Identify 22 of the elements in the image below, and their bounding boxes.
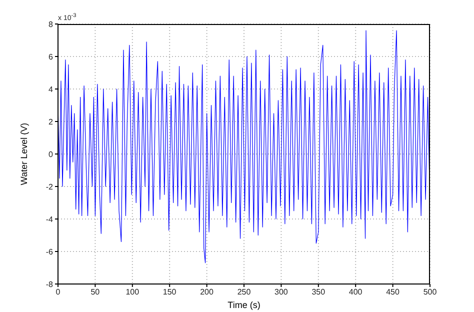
x-tick-label: 200	[200, 288, 214, 297]
y-tick-label: 4	[48, 84, 54, 94]
x-tick-label: 50	[90, 288, 100, 297]
y-tick-label: -8	[46, 280, 54, 289]
y-tick-label: 2	[48, 117, 54, 126]
x-tick-label: 250	[237, 288, 252, 297]
y-tick-label: 0	[48, 150, 54, 159]
x-tick-label: 450	[386, 288, 400, 297]
x-tick-label: 500	[423, 288, 438, 297]
x-tick-label: 0	[56, 288, 61, 297]
y-tick-label: 6	[48, 52, 54, 62]
y-tick-label: -4	[46, 214, 54, 224]
y-axis-title: Water Level (V)	[19, 122, 30, 186]
y-tick-label: -6	[46, 247, 54, 256]
y-tick-label: -2	[46, 182, 54, 192]
x-axis-title: Time (s)	[228, 300, 260, 310]
y-tick-label: 8	[48, 20, 54, 29]
x-tick-label: 150	[162, 288, 177, 297]
x-tick-label: 350	[312, 288, 326, 297]
x-tick-label: 400	[348, 288, 363, 297]
x-tick-label: 300	[274, 288, 288, 297]
x-tick-label: 100	[126, 288, 140, 297]
